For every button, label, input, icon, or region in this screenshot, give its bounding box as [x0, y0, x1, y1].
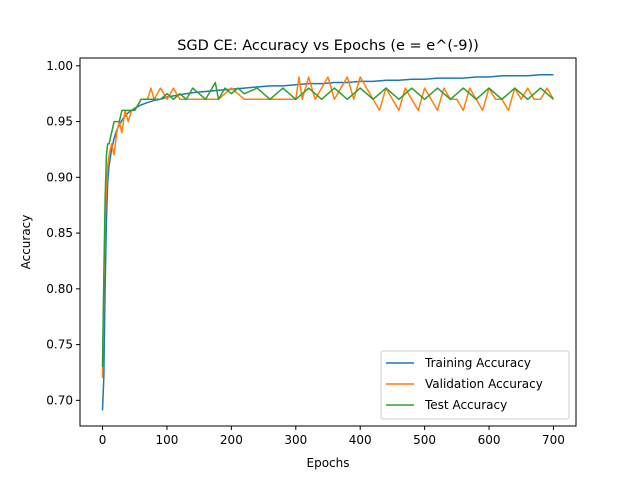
legend-label-3: Test Accuracy: [424, 398, 507, 412]
x-tick-label: 400: [349, 433, 372, 447]
y-tick-label: 0.95: [46, 115, 73, 129]
chart-title: SGD CE: Accuracy vs Epochs (e = e^(-9)): [177, 38, 479, 54]
x-tick-label: 100: [156, 433, 179, 447]
y-tick-label: 0.70: [46, 393, 73, 407]
x-tick-label: 300: [284, 433, 307, 447]
legend-box: [380, 350, 570, 420]
x-tick-label: 200: [220, 433, 243, 447]
y-tick-label: 0.80: [46, 282, 73, 296]
legend: Training Accuracy Validation Accuracy Test…: [380, 350, 570, 420]
y-axis-ticks: 0.70 0.75 0.80 0.85 0.90 0.95 1.00: [46, 59, 80, 407]
x-tick-label: 700: [542, 433, 565, 447]
y-axis-label: Accuracy: [19, 215, 33, 270]
legend-label-1: Training Accuracy: [424, 356, 531, 370]
y-tick-label: 1.00: [46, 59, 73, 73]
x-tick-label: 0: [99, 433, 107, 447]
y-tick-label: 0.75: [46, 338, 73, 352]
x-tick-label: 500: [413, 433, 436, 447]
x-axis-ticks: 0 100 200 300 400 500 600 700: [99, 426, 565, 447]
x-tick-label: 600: [478, 433, 501, 447]
plot-lines: [101, 73, 555, 411]
x-axis-label: Epochs: [307, 456, 350, 470]
legend-label-2: Validation Accuracy: [425, 377, 543, 391]
y-tick-label: 0.85: [46, 226, 73, 240]
series-line-3: [101, 81, 554, 367]
plot-frame: [79, 57, 577, 427]
y-tick-label: 0.90: [46, 170, 73, 184]
